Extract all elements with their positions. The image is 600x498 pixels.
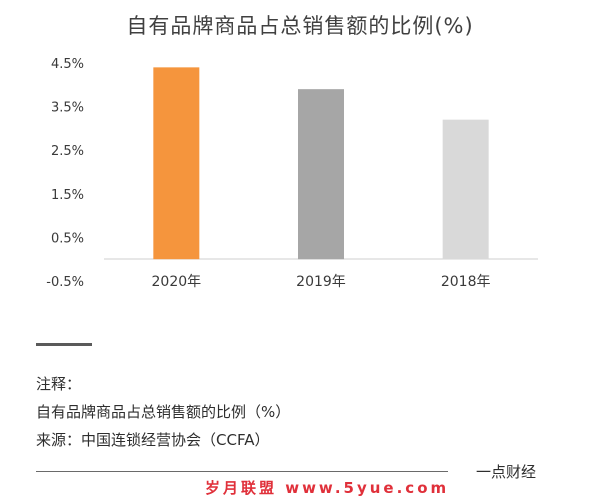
y-tick-label: 1.5% <box>51 188 84 203</box>
watermark-text: 岁月联盟 www.5yue.com <box>205 479 450 497</box>
bar <box>298 89 344 260</box>
footer-divider <box>36 471 448 472</box>
bar <box>153 67 200 260</box>
y-tick-label: 3.5% <box>51 101 84 116</box>
x-axis-ticks: 2020年 2019年 2018年 <box>152 274 491 290</box>
notes-source: 来源：中国连锁经营协会（CCFA） <box>36 431 270 449</box>
chart-title: 自有品牌商品占总销售额的比例(%) <box>126 14 474 38</box>
bars <box>153 67 489 260</box>
y-tick-label: -0.5% <box>46 275 84 290</box>
notes-divider <box>36 343 92 346</box>
notes-description: 自有品牌商品占总销售额的比例（%） <box>36 403 291 421</box>
y-tick-label: 2.5% <box>51 144 84 159</box>
bar-chart: 4.5% 3.5% 2.5% 1.5% 0.5% -0.5% 2020年 2019年 2018… <box>46 57 538 290</box>
y-axis-ticks: 4.5% 3.5% 2.5% 1.5% 0.5% -0.5% <box>46 57 84 290</box>
brand-label: 一点财经 <box>476 463 537 481</box>
x-tick-label: 2018年 <box>441 274 491 290</box>
notes-label: 注释： <box>36 375 82 393</box>
y-tick-label: 0.5% <box>51 231 84 246</box>
bar <box>442 119 489 260</box>
x-tick-label: 2019年 <box>296 274 346 290</box>
y-tick-label: 4.5% <box>51 57 84 72</box>
x-tick-label: 2020年 <box>152 274 202 290</box>
